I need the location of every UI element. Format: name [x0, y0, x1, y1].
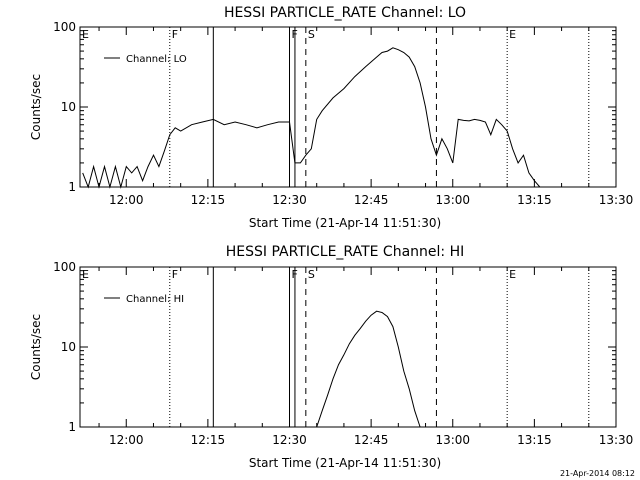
x-tick-label: 12:45	[354, 433, 389, 447]
y-tick-label: 100	[53, 260, 76, 274]
x-tick-label: 13:15	[517, 433, 552, 447]
legend-label: Channel: HI	[126, 294, 184, 305]
x-tick-label: 13:00	[435, 193, 470, 207]
legend-label: Channel: LO	[126, 54, 187, 65]
x-tick-label: 12:30	[272, 193, 307, 207]
y-axis-label: Counts/sec	[29, 314, 43, 380]
x-tick-label: 12:15	[191, 433, 226, 447]
event-marker-label: S	[308, 28, 315, 41]
legend: Channel: HI	[104, 294, 184, 305]
panel-title: HESSI PARTICLE_RATE Channel: HI	[226, 244, 464, 260]
x-axis-label: Start Time (21-Apr-14 11:51:30)	[249, 456, 441, 470]
series-line	[316, 310, 421, 428]
x-axis-label: Start Time (21-Apr-14 11:51:30)	[249, 216, 441, 230]
x-tick-label: 13:30	[599, 193, 634, 207]
footer-timestamp: 21-Apr-2014 08:12	[560, 469, 635, 478]
event-marker-label: E	[82, 28, 89, 41]
event-marker-label: F	[172, 268, 178, 281]
panel-hi: HESSI PARTICLE_RATE Channel: HI Counts/s…	[29, 244, 633, 470]
x-tick-label: 13:30	[599, 433, 634, 447]
x-tick-label: 12:00	[109, 433, 144, 447]
panel-lo: HESSI PARTICLE_RATE Channel: LO Counts/s…	[29, 5, 633, 230]
event-marker-label: E	[509, 28, 516, 41]
event-marker-label: E	[509, 268, 516, 281]
x-tick-label: 12:45	[354, 193, 389, 207]
x-tick-label: 13:15	[517, 193, 552, 207]
event-marker-label: S	[308, 268, 315, 281]
y-tick-label: 1	[68, 420, 76, 434]
y-axis-label: Counts/sec	[29, 74, 43, 140]
panel-title: HESSI PARTICLE_RATE Channel: LO	[224, 5, 466, 21]
event-marker-label: F	[172, 28, 178, 41]
x-tick-label: 12:00	[109, 193, 144, 207]
y-tick-label: 1	[68, 180, 76, 194]
x-tick-label: 12:30	[272, 433, 307, 447]
series-line	[82, 47, 616, 189]
y-tick-label: 100	[53, 20, 76, 34]
x-tick-label: 12:15	[191, 193, 226, 207]
y-tick-label: 10	[61, 100, 76, 114]
legend: Channel: LO	[104, 54, 187, 65]
y-tick-label: 10	[61, 340, 76, 354]
x-tick-label: 13:00	[435, 433, 470, 447]
event-marker-label: E	[82, 268, 89, 281]
